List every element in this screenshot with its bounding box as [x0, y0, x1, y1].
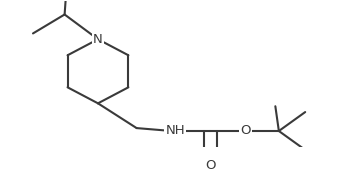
Text: NH: NH	[165, 125, 185, 137]
Text: O: O	[240, 125, 251, 137]
Text: N: N	[93, 33, 103, 46]
Text: O: O	[205, 159, 216, 172]
